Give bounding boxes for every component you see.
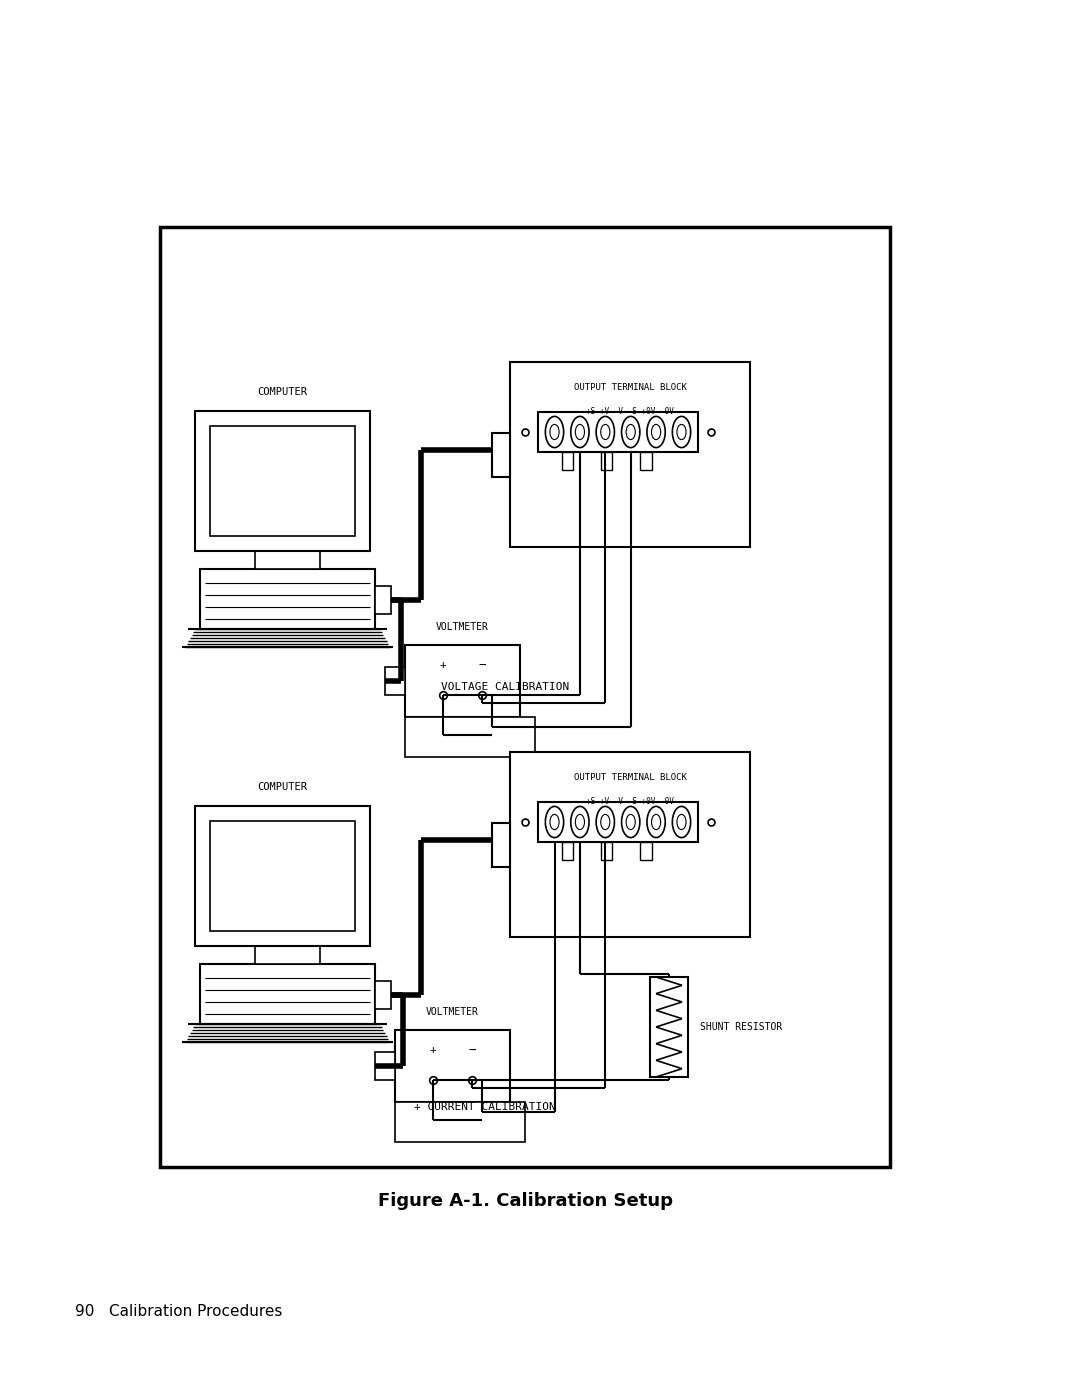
Text: COMPUTER: COMPUTER bbox=[257, 782, 308, 792]
Ellipse shape bbox=[545, 416, 564, 447]
Bar bbox=[395, 1102, 525, 1141]
Ellipse shape bbox=[673, 806, 690, 838]
Ellipse shape bbox=[651, 814, 661, 830]
Ellipse shape bbox=[651, 425, 661, 440]
Bar bbox=[510, 362, 750, 548]
Bar bbox=[375, 1052, 395, 1080]
Bar bbox=[375, 981, 391, 1009]
Bar bbox=[195, 806, 370, 946]
Bar bbox=[255, 550, 320, 569]
Ellipse shape bbox=[647, 806, 665, 838]
Bar bbox=[405, 717, 535, 757]
Ellipse shape bbox=[626, 425, 635, 440]
Bar bbox=[492, 433, 510, 476]
Text: + CURRENT CALIBRATION: + CURRENT CALIBRATION bbox=[414, 1102, 556, 1112]
Text: Figure A-1. Calibration Setup: Figure A-1. Calibration Setup bbox=[378, 1192, 673, 1210]
Bar bbox=[640, 842, 651, 861]
Ellipse shape bbox=[570, 416, 589, 447]
Text: +: + bbox=[440, 659, 446, 671]
Text: SHUNT RESISTOR: SHUNT RESISTOR bbox=[700, 1023, 782, 1032]
Bar bbox=[255, 946, 320, 964]
Bar bbox=[210, 821, 355, 930]
Ellipse shape bbox=[550, 425, 559, 440]
Bar bbox=[405, 645, 519, 717]
Bar bbox=[492, 823, 510, 866]
Bar bbox=[600, 453, 612, 469]
Text: COMPUTER: COMPUTER bbox=[257, 387, 308, 397]
Text: −: − bbox=[469, 1044, 476, 1056]
Bar bbox=[640, 453, 651, 469]
Ellipse shape bbox=[677, 814, 686, 830]
Ellipse shape bbox=[576, 425, 584, 440]
Text: OUTPUT TERMINAL BLOCK: OUTPUT TERMINAL BLOCK bbox=[573, 773, 687, 781]
Bar bbox=[562, 842, 572, 861]
Bar bbox=[195, 411, 370, 550]
Text: +S +V -V -S +0V -0V: +S +V -V -S +0V -0V bbox=[586, 798, 674, 806]
Bar bbox=[160, 226, 890, 1166]
Text: 90   Calibration Procedures: 90 Calibration Procedures bbox=[75, 1305, 282, 1320]
Bar bbox=[395, 1030, 510, 1102]
Text: +S +V -V -S +0V -0V: +S +V -V -S +0V -0V bbox=[586, 408, 674, 416]
Ellipse shape bbox=[550, 814, 559, 830]
Ellipse shape bbox=[622, 416, 639, 447]
Text: OUTPUT TERMINAL BLOCK: OUTPUT TERMINAL BLOCK bbox=[573, 383, 687, 391]
Bar bbox=[562, 453, 572, 469]
Ellipse shape bbox=[673, 416, 690, 447]
Ellipse shape bbox=[677, 425, 686, 440]
Text: VOLTAGE CALIBRATION: VOLTAGE CALIBRATION bbox=[441, 682, 569, 692]
Bar bbox=[384, 666, 405, 694]
Ellipse shape bbox=[596, 806, 615, 838]
Ellipse shape bbox=[622, 806, 639, 838]
Bar bbox=[200, 569, 375, 629]
Ellipse shape bbox=[647, 416, 665, 447]
Bar bbox=[375, 585, 391, 615]
Bar bbox=[538, 802, 698, 842]
Ellipse shape bbox=[545, 806, 564, 838]
Ellipse shape bbox=[576, 814, 584, 830]
Ellipse shape bbox=[600, 425, 610, 440]
Bar bbox=[538, 412, 698, 453]
Ellipse shape bbox=[600, 814, 610, 830]
Bar bbox=[510, 752, 750, 937]
Text: +: + bbox=[430, 1045, 436, 1055]
Ellipse shape bbox=[626, 814, 635, 830]
Bar bbox=[600, 842, 612, 861]
Bar bbox=[200, 964, 375, 1024]
Ellipse shape bbox=[570, 806, 589, 838]
Bar bbox=[210, 426, 355, 536]
Bar bbox=[650, 977, 688, 1077]
Text: −: − bbox=[478, 658, 486, 672]
Text: VOLTMETER: VOLTMETER bbox=[436, 622, 489, 631]
Ellipse shape bbox=[596, 416, 615, 447]
Text: VOLTMETER: VOLTMETER bbox=[427, 1007, 478, 1017]
